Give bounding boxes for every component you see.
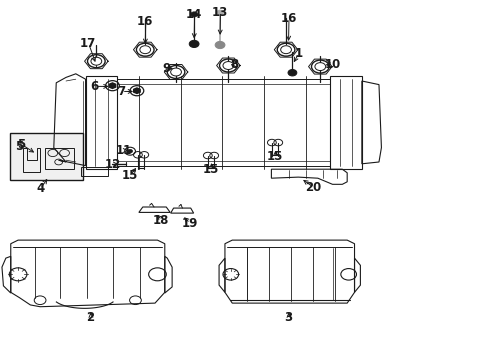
Text: 15: 15: [121, 169, 138, 182]
Circle shape: [314, 63, 325, 71]
Text: 4: 4: [36, 182, 44, 195]
Circle shape: [223, 62, 233, 69]
Text: 13: 13: [211, 6, 228, 19]
Text: 6: 6: [90, 80, 98, 93]
Circle shape: [127, 149, 132, 153]
Text: 9: 9: [162, 62, 170, 75]
Circle shape: [215, 41, 224, 49]
Text: 18: 18: [153, 214, 169, 227]
Polygon shape: [133, 88, 140, 94]
Text: 14: 14: [185, 8, 202, 21]
Circle shape: [91, 57, 102, 65]
Polygon shape: [109, 83, 116, 89]
Bar: [81, 167, 107, 176]
Text: 17: 17: [80, 37, 96, 50]
Circle shape: [189, 40, 199, 48]
Circle shape: [280, 46, 291, 54]
Text: 8: 8: [230, 58, 238, 71]
Text: 12: 12: [104, 158, 121, 171]
Circle shape: [287, 69, 296, 76]
Text: 10: 10: [324, 58, 340, 71]
Text: 16: 16: [280, 12, 296, 24]
Text: 19: 19: [181, 217, 198, 230]
Text: 1: 1: [294, 47, 302, 60]
Circle shape: [216, 10, 223, 15]
Text: 2: 2: [86, 311, 94, 324]
Circle shape: [170, 68, 181, 76]
Text: 11: 11: [115, 144, 132, 157]
Circle shape: [140, 46, 150, 54]
Text: 16: 16: [137, 15, 153, 28]
Text: 20: 20: [304, 181, 321, 194]
Text: 5: 5: [18, 138, 25, 151]
Text: 15: 15: [203, 163, 219, 176]
Bar: [45, 148, 74, 169]
Bar: [10, 133, 83, 180]
Text: 3: 3: [284, 311, 292, 324]
Text: 7: 7: [117, 85, 125, 98]
Text: 5: 5: [15, 140, 23, 153]
Text: 15: 15: [266, 150, 283, 163]
Circle shape: [190, 12, 197, 17]
